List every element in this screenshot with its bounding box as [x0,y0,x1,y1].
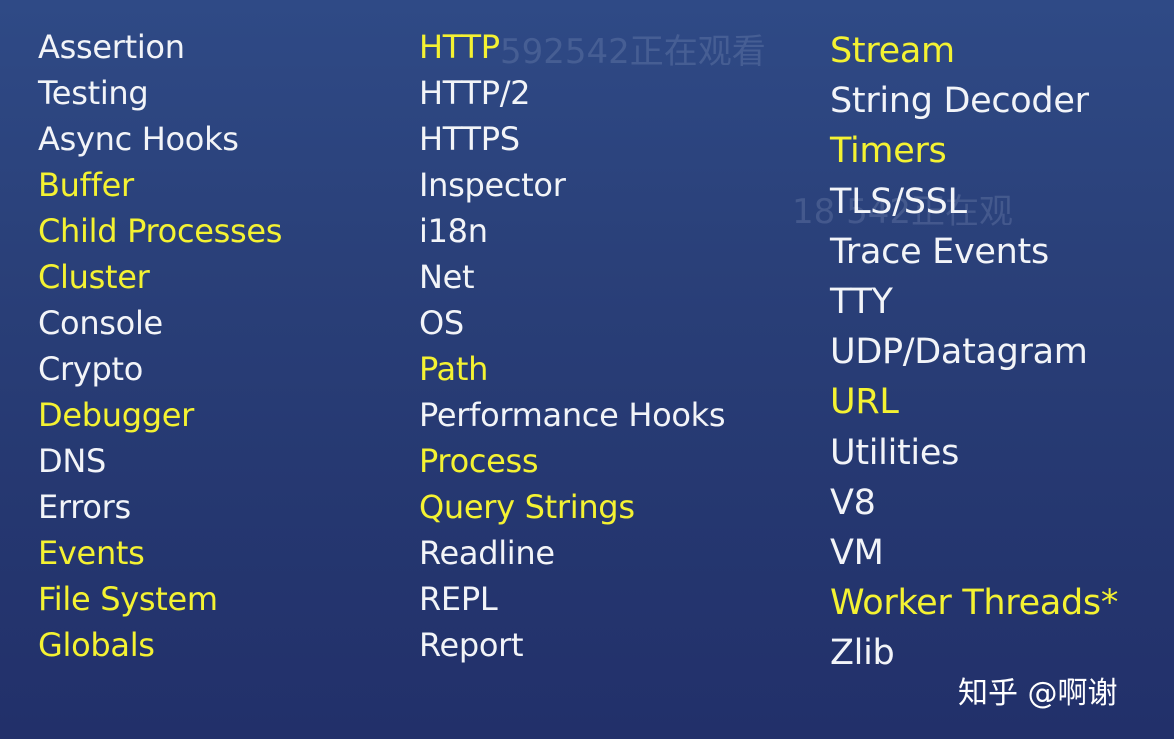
module-item: Crypto [38,350,144,388]
module-item: Stream [830,31,955,71]
module-item: REPL [419,580,498,618]
module-item: HTTP/2 [419,74,531,112]
module-column-1: Assertion Testing Async Hooks Buffer Child P… [38,24,282,668]
module-item: Report [419,626,524,664]
module-item: HTTPS [419,120,520,158]
module-item: File System [38,580,218,618]
module-item: HTTP [419,28,500,66]
module-item: URL [830,382,899,423]
module-item: DNS [38,442,106,480]
module-item: Inspector [419,166,566,204]
module-item: Readline [419,534,555,572]
module-item: OS [419,304,464,342]
module-item: VM [830,532,884,573]
module-item: Process [419,442,539,480]
module-item: Debugger [38,396,194,434]
watermark-middle: 18 542正在观 [792,192,1013,232]
module-item: Timers [830,131,947,172]
module-item: Cluster [38,258,150,296]
module-item: Net [419,258,475,296]
module-item: Async Hooks [38,120,239,158]
brand-watermark: 知乎 @啊谢 [958,676,1118,711]
module-column-3: Stream String Decoder Timers TLS/SSL Trace E… [830,26,1118,678]
module-item: TTY [830,281,893,322]
module-item: Events [38,534,145,572]
module-item: String Decoder [830,81,1089,122]
module-item: Buffer [38,166,134,204]
module-item: Performance Hooks [419,396,726,434]
module-item: Console [38,304,163,342]
module-item: Assertion [38,28,185,66]
module-item: V8 [830,482,876,523]
module-item: Child Processes [38,212,283,250]
module-item: Zlib [830,633,895,674]
module-item: Worker Threads* [830,583,1119,624]
module-item: Errors [38,488,131,526]
module-column-2: HTTP HTTP/2 HTTPS Inspector i18n Net OS Path Per… [419,24,726,668]
module-item: Path [419,350,489,388]
module-item: Utilities [830,432,960,473]
module-item: i18n [419,212,488,250]
module-item: Testing [38,74,149,112]
module-item: UDP/Datagram [830,332,1088,373]
watermark-top: 592542正在观看 [500,32,766,72]
module-item: Globals [38,626,155,664]
module-item: Trace Events [830,231,1049,272]
module-item: TLS/SSL [830,181,967,222]
module-item: Query Strings [419,488,635,526]
